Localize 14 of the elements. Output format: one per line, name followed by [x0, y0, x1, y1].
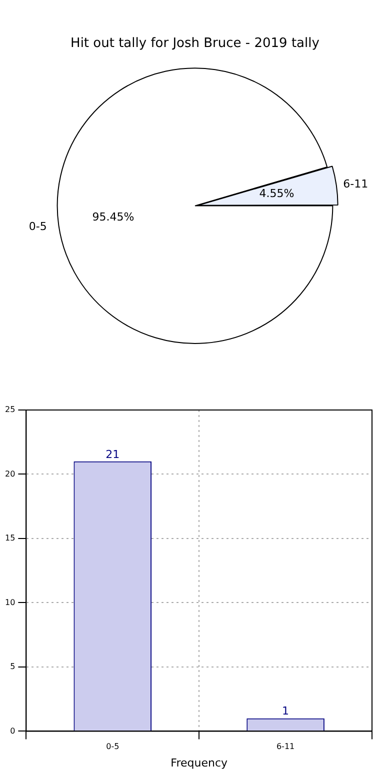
slice-label: 6-11	[343, 177, 368, 190]
y-tick-label: 0	[10, 726, 16, 736]
chart-title: Hit out tally for Josh Bruce - 2019 tally	[70, 36, 320, 52]
y-tick-label: 5	[10, 662, 16, 672]
data-label: 1	[282, 704, 290, 718]
x-axis-title: Frequency	[170, 756, 228, 770]
y-tick-label: 15	[4, 534, 16, 543]
y-tick-label: 10	[4, 598, 16, 607]
slice-label: 0-5	[28, 220, 47, 233]
data-label: 4.55%	[259, 186, 294, 200]
y-tick-label: 25	[4, 405, 16, 414]
data-label: 21	[106, 448, 120, 461]
data-label: 95.45%	[92, 210, 134, 224]
y-tick-label: 20	[4, 469, 16, 478]
